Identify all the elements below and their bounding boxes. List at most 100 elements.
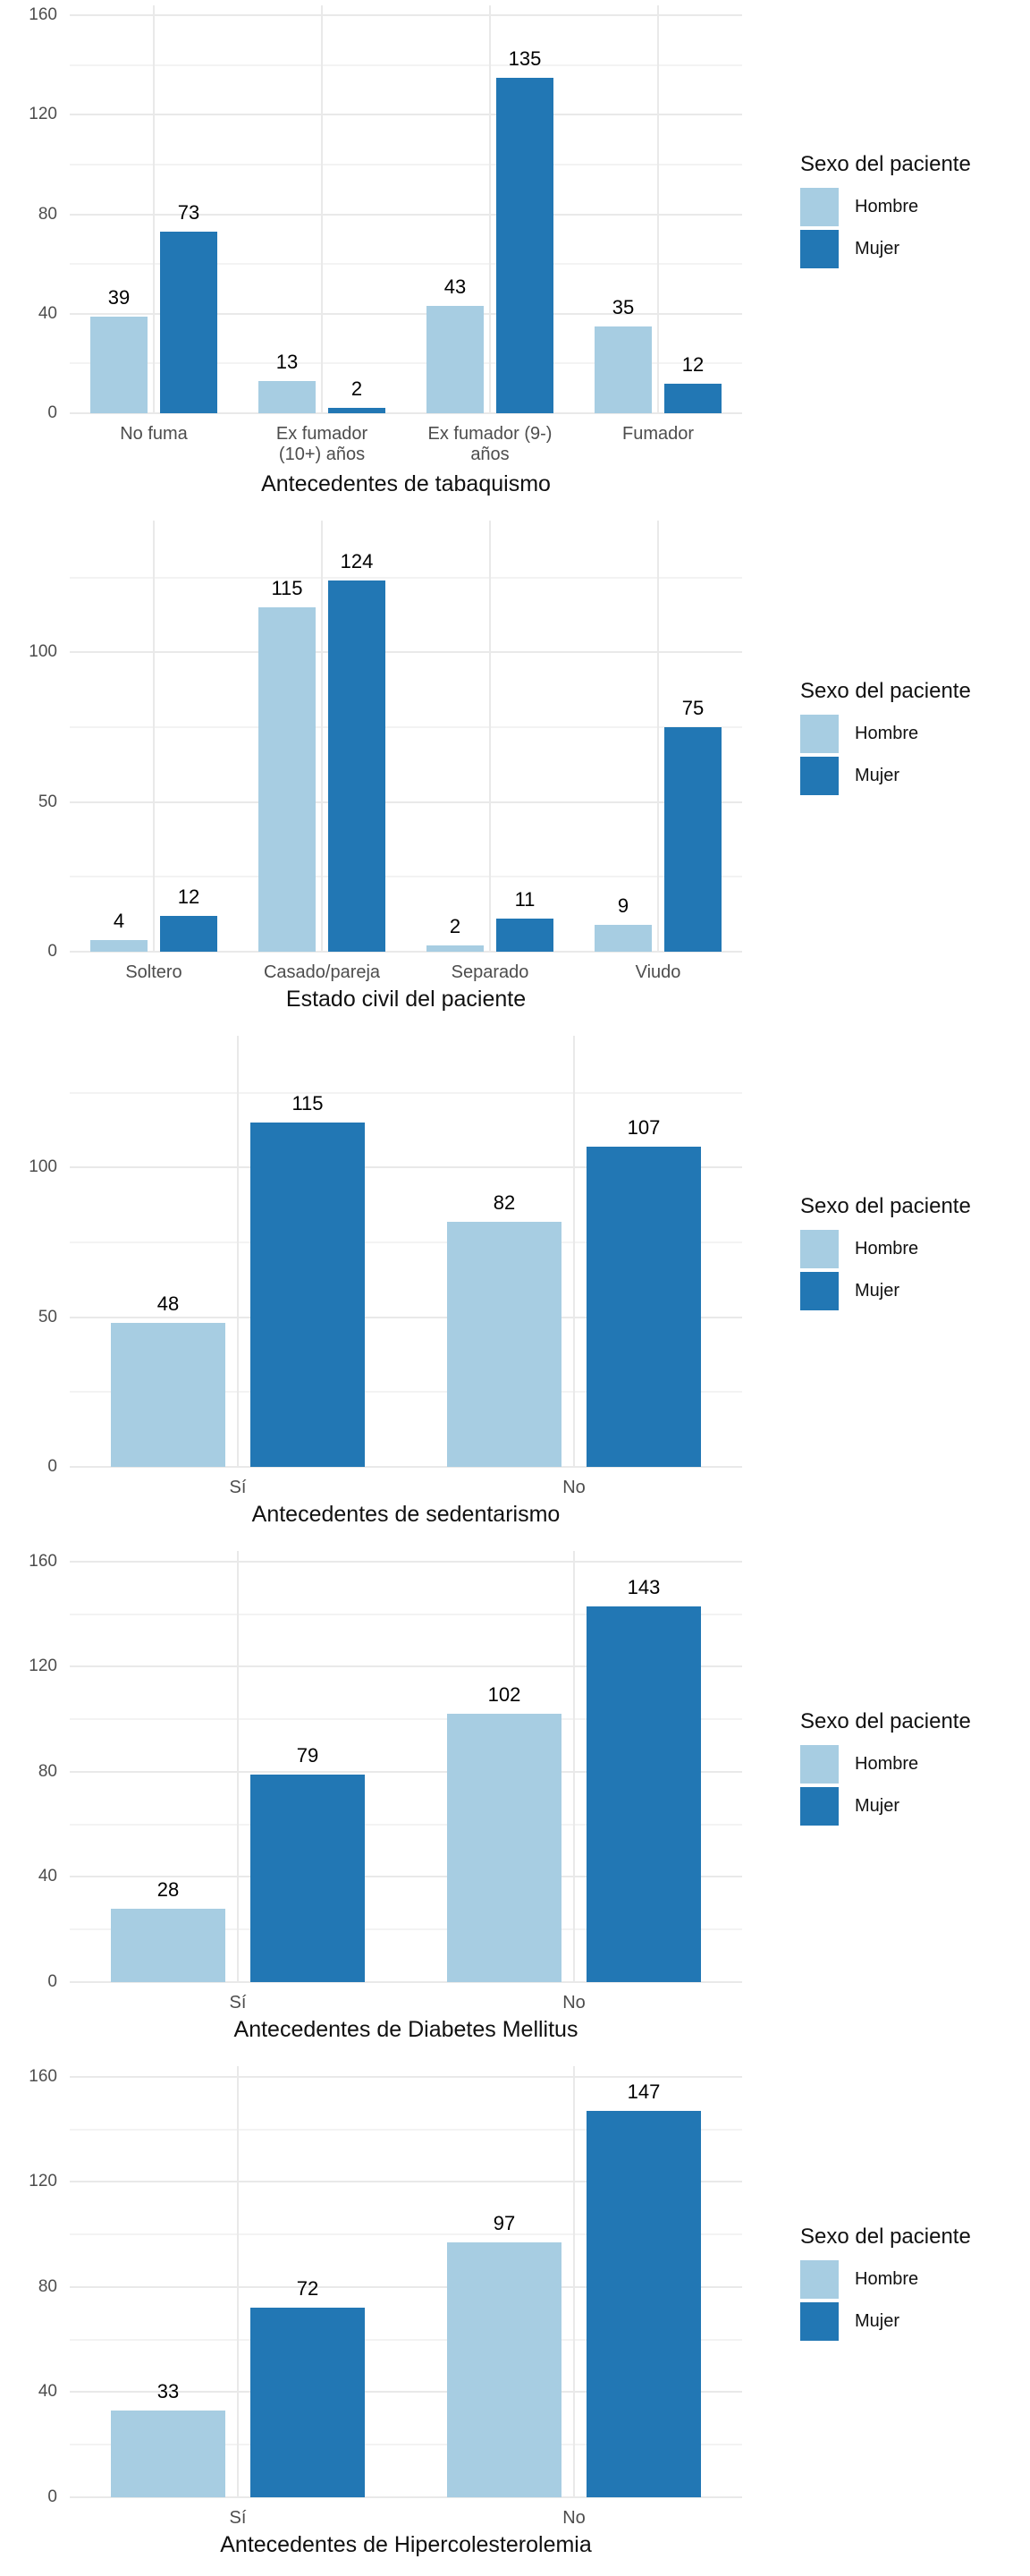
gridline-vertical	[153, 5, 155, 413]
legend-item-label: Hombre	[855, 2269, 919, 2289]
bar-hombre-no-fuma	[90, 317, 148, 413]
gridline-major	[70, 2496, 742, 2498]
y-tick-label: 0	[47, 942, 57, 961]
gridline-vertical	[573, 2066, 575, 2497]
gridline-major	[70, 801, 742, 803]
bar-value-label: 115	[271, 577, 303, 599]
gridline-major	[70, 951, 742, 953]
legend-item-mujer: Mujer	[800, 230, 1030, 268]
mujer-swatch	[800, 230, 839, 268]
y-tick-label: 40	[38, 2382, 57, 2401]
gridline-major	[70, 2076, 742, 2078]
bar-value-label: 72	[296, 2277, 319, 2300]
bar-value-label: 12	[681, 353, 705, 376]
gridline-major	[70, 1561, 742, 1563]
plot-panel	[70, 2066, 742, 2498]
chart-antecedentes-de-sedentarismo: 0 50 100 48 82 115 107 Sí No Antecedentes de sede…	[0, 1030, 1030, 1546]
legend-item-hombre: Hombre	[800, 1230, 1030, 1268]
mujer-swatch	[800, 1272, 839, 1310]
gridline-major	[70, 313, 742, 315]
mujer-swatch	[800, 1787, 839, 1826]
bar-hombre-no	[447, 2242, 561, 2497]
y-tick-label: 160	[29, 2067, 57, 2086]
y-tick-label: 100	[29, 1157, 57, 1176]
bar-hombre-si	[111, 1909, 225, 1982]
hombre-swatch	[800, 188, 839, 226]
bar-value-label: 143	[627, 1576, 661, 1598]
gridline-major	[70, 1166, 742, 1168]
legend-item-label: Hombre	[855, 1239, 919, 1258]
legend-item-label: Mujer	[855, 239, 900, 258]
bar-mujer-ex-fumador-9	[496, 78, 553, 413]
y-tick-label: 120	[29, 105, 57, 123]
legend-title: Sexo del paciente	[800, 1709, 971, 1733]
x-axis-title: Estado civil del paciente	[285, 987, 527, 1012]
bar-value-label: 147	[627, 2080, 661, 2103]
legend-title: Sexo del paciente	[800, 2224, 971, 2249]
legend-item-label: Mujer	[855, 1796, 900, 1816]
mujer-swatch	[800, 2302, 839, 2341]
bar-value-label: 107	[627, 1116, 661, 1139]
bar-hombre-ex-fumador-9	[426, 306, 484, 413]
gridline-minor	[70, 1824, 742, 1826]
gridline-minor	[70, 876, 742, 877]
bar-value-label: 39	[107, 286, 131, 309]
bar-hombre-soltero	[90, 940, 148, 952]
bar-mujer-viudo	[664, 727, 722, 952]
gridline-major	[70, 14, 742, 16]
bar-mujer-casado-pareja	[328, 580, 385, 952]
bar-value-label: 115	[291, 1092, 324, 1114]
bar-hombre-si	[111, 2411, 225, 2497]
gridline-minor	[70, 1241, 742, 1243]
y-tick-label: 120	[29, 2172, 57, 2190]
legend-item-mujer: Mujer	[800, 1787, 1030, 1826]
gridline-major	[70, 412, 742, 414]
gridline-major	[70, 1771, 742, 1773]
bar-value-label: 35	[612, 296, 635, 318]
x-tick-label: Fumador	[621, 424, 695, 444]
x-tick-label: Viudo	[635, 962, 681, 982]
gridline-major	[70, 1876, 742, 1877]
x-tick-label: Sí	[229, 1993, 247, 2012]
gridline-major	[70, 651, 742, 653]
gridline-major	[70, 2391, 742, 2393]
x-axis-title: Antecedentes de tabaquismo	[261, 471, 551, 496]
bar-value-label: 11	[514, 888, 536, 911]
gridline-major	[70, 1665, 742, 1667]
legend-item-label: Mujer	[855, 2311, 900, 2331]
gridline-minor	[70, 2233, 742, 2235]
hombre-swatch	[800, 1745, 839, 1784]
legend-item-label: Hombre	[855, 1754, 919, 1774]
x-axis-title: Antecedentes de sedentarismo	[251, 1502, 561, 1527]
gridline-minor	[70, 2129, 742, 2131]
bar-value-label: 9	[617, 894, 629, 917]
gridline-vertical	[489, 5, 491, 413]
hombre-swatch	[800, 2260, 839, 2299]
bar-value-label: 2	[449, 915, 461, 937]
bar-value-label: 28	[156, 1878, 180, 1901]
gridline-major	[70, 1466, 742, 1468]
gridline-minor	[70, 726, 742, 728]
gridline-vertical	[237, 1036, 239, 1467]
gridline-major	[70, 214, 742, 216]
bar-mujer-fumador	[664, 384, 722, 413]
bar-mujer-no	[587, 1147, 701, 1467]
chart-estado-civil-del-paciente: 0 50 100 4 115 2 9 12 124 11 75 Soltero Casado/parej…	[0, 515, 1030, 1030]
bar-value-label: 102	[487, 1683, 521, 1706]
gridline-vertical	[237, 1551, 239, 1982]
x-tick-label: Sí	[229, 1478, 247, 1497]
bar-value-label: 135	[508, 47, 542, 70]
bar-hombre-casado-pareja	[258, 607, 316, 952]
legend-item-hombre: Hombre	[800, 1745, 1030, 1784]
gridline-major	[70, 2181, 742, 2182]
y-tick-label: 100	[29, 642, 57, 661]
bar-value-label: 13	[275, 351, 299, 373]
gridline-minor	[70, 577, 742, 579]
gridline-minor	[70, 1614, 742, 1615]
gridline-major	[70, 1317, 742, 1318]
gridline-major	[70, 1981, 742, 1983]
gridline-vertical	[321, 5, 323, 413]
bar-value-label: 12	[177, 886, 200, 908]
y-tick-label: 80	[38, 2277, 57, 2296]
bar-hombre-viudo	[595, 925, 652, 952]
